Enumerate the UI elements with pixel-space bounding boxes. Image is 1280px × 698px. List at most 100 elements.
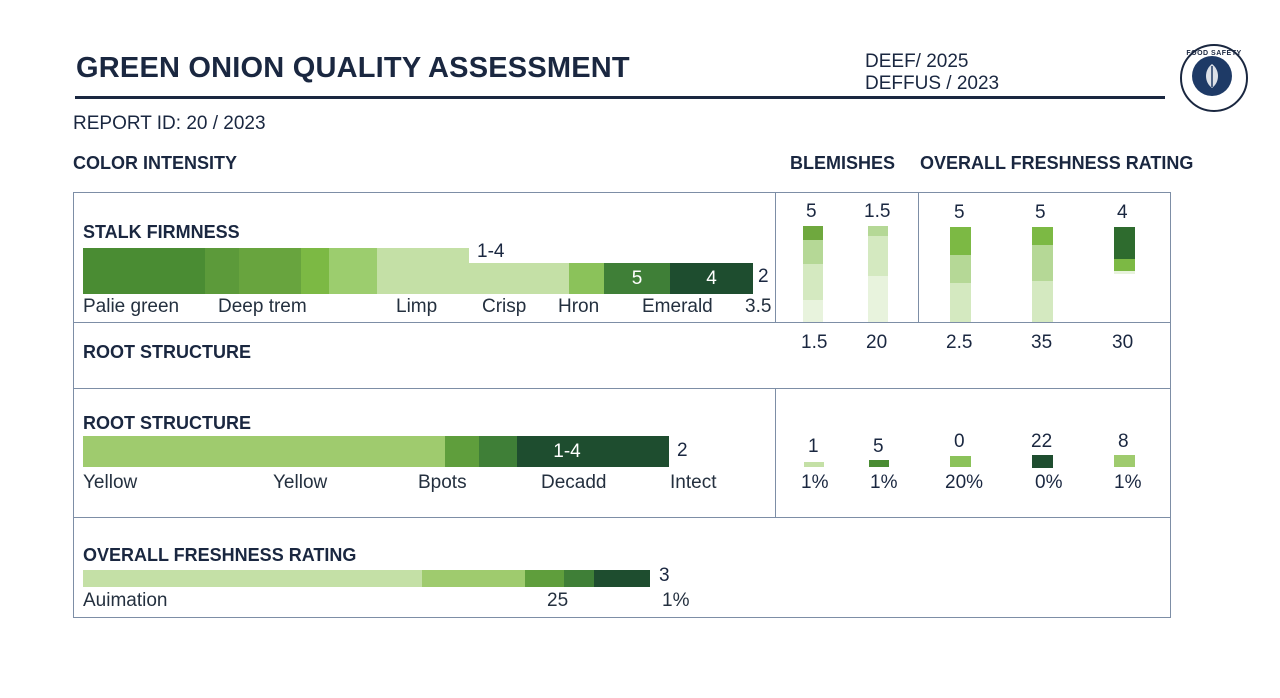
- root-caption-2: Yellow: [273, 472, 328, 493]
- root-caption-5: Intect: [670, 472, 717, 493]
- blemish-col-2-bottom: 20: [866, 332, 888, 353]
- root-caption-1: Yellow: [83, 472, 138, 493]
- overall-caption-1: Auimation: [83, 590, 168, 611]
- blemish-col-2-top: 1.5: [864, 201, 891, 222]
- blemish-col-1-seg-4: [803, 300, 823, 322]
- row-divider-3: [73, 517, 1171, 518]
- root-caption-4: Decadd: [541, 472, 607, 493]
- stalk-caption-6: Emerald: [642, 296, 713, 317]
- mini-2-bottom: 1%: [870, 472, 898, 493]
- assessment-table: [73, 192, 1171, 618]
- blemish-col-1-seg-3: [803, 264, 823, 300]
- overall-end-value: 3: [659, 565, 670, 586]
- root-segment-2: [445, 436, 479, 467]
- report-id: REPORT ID: 20 / 2023: [73, 113, 266, 134]
- mini-5-top: 8: [1118, 431, 1129, 452]
- stalk-caption-4: Crisp: [482, 296, 527, 317]
- fresh-col-3-seg-1: [1114, 227, 1135, 259]
- fresh-col-2-seg-2: [1032, 245, 1053, 281]
- row-divider-2: [73, 388, 1171, 389]
- fresh-col-2-bar: [1032, 227, 1053, 322]
- mini-1-bottom: 1%: [801, 472, 829, 493]
- stalk-segment-2: [205, 248, 239, 294]
- blemish-col-2-seg-2: [868, 236, 888, 276]
- stalk-firmness-bar: 5 4: [83, 248, 753, 294]
- stalk-segment-6: [377, 248, 469, 294]
- stalk-segment-10: 4: [670, 263, 753, 294]
- fresh-col-2-top: 5: [1035, 202, 1046, 223]
- root-structure-label-2: ROOT STRUCTURE: [83, 413, 251, 433]
- fresh-col-3-bottom: 30: [1112, 332, 1134, 353]
- stalk-caption-1: Palie green: [83, 296, 180, 317]
- blemish-col-1-seg-1: [803, 226, 823, 240]
- blemish-col-1-top: 5: [806, 201, 817, 222]
- root-caption-3: Bpots: [418, 472, 467, 493]
- root-segment-1: [83, 436, 445, 467]
- fresh-col-2-bottom: 35: [1031, 332, 1053, 353]
- stalk-firmness-label: STALK FIRMNESS: [83, 222, 240, 242]
- stalk-segment-7: [469, 263, 569, 294]
- header-blemishes: BLEMISHES: [790, 153, 896, 173]
- overall-segment-2: [422, 570, 525, 587]
- col-divider-1a: [775, 192, 776, 322]
- fresh-col-2-seg-3: [1032, 281, 1053, 322]
- fresh-col-1-seg-1: [950, 227, 971, 255]
- blemish-col-1-bottom: 1.5: [801, 332, 828, 353]
- fresh-col-1-top: 5: [954, 202, 965, 223]
- stalk-segment-9: 5: [604, 263, 670, 294]
- mini-3-top: 0: [954, 431, 965, 452]
- header-color-intensity: COLOR INTENSITY: [73, 153, 238, 173]
- meta-line-1: DEEF/ 2025: [865, 51, 969, 72]
- mini-3-bottom: 20%: [945, 472, 984, 493]
- overall-freshness-bar: [83, 570, 650, 587]
- overall-segment-5: [594, 570, 650, 587]
- stalk-end-value-2: 3.5: [745, 296, 772, 317]
- fresh-col-2-seg-1: [1032, 227, 1053, 245]
- fresh-col-3-top: 4: [1117, 202, 1128, 223]
- page-title: GREEN ONION QUALITY ASSESSMENT: [76, 52, 630, 84]
- fresh-col-1-seg-3: [950, 283, 971, 322]
- mini-4-top: 22: [1031, 431, 1053, 452]
- stalk-segment-8: [569, 263, 604, 294]
- stalk-caption-3: Limp: [396, 296, 438, 317]
- root-structure-label: ROOT STRUCTURE: [83, 342, 251, 362]
- mini-4-swatch: [1032, 455, 1053, 468]
- overall-freshness-label: OVERALL FRESHNESS RATING: [83, 545, 357, 565]
- fresh-col-3-seg-3: [1114, 271, 1135, 274]
- stalk-segment-4: [301, 248, 329, 294]
- blemish-col-2-bar: [868, 226, 888, 322]
- seal-emblem-icon: [1192, 56, 1232, 96]
- fresh-col-1-bar: [950, 227, 971, 322]
- root-range-label: 1-4: [553, 440, 581, 462]
- mini-5-bottom: 1%: [1114, 472, 1142, 493]
- stalk-range-label: 1-4: [477, 241, 505, 262]
- root-structure-bar: 1-4: [83, 436, 669, 467]
- seal-text: FOOD SAFETY: [1186, 50, 1242, 57]
- overall-segment-1: [83, 570, 422, 587]
- overall-segment-3: [525, 570, 564, 587]
- col-divider-2: [918, 192, 919, 322]
- header-overall-freshness: OVERALL FRESHNESS RATING: [920, 153, 1194, 173]
- meta-line-2: DEFFUS / 2023: [865, 73, 1000, 94]
- blemish-col-1-bar: [803, 226, 823, 322]
- overall-segment-4: [564, 570, 594, 587]
- mini-5-swatch: [1114, 455, 1135, 467]
- stalk-end-value: 2: [758, 266, 769, 287]
- leaf-icon: [1206, 64, 1218, 88]
- mini-3-swatch: [950, 456, 971, 467]
- mini-1-swatch: [804, 462, 824, 467]
- fresh-col-3-seg-2: [1114, 259, 1135, 271]
- header-rule: [75, 96, 1165, 99]
- root-segment-4: 1-4: [517, 436, 669, 467]
- stalk-caption-5: Hron: [558, 296, 600, 317]
- stalk-segment-3: [239, 248, 301, 294]
- fresh-col-3-bar: [1114, 227, 1135, 279]
- root-end-value: 2: [677, 440, 688, 461]
- row-divider-1: [73, 322, 1171, 323]
- root-segment-3: [479, 436, 517, 467]
- mini-1-top: 1: [808, 436, 819, 457]
- mini-4-bottom: 0%: [1035, 472, 1063, 493]
- mini-2-swatch: [869, 460, 889, 467]
- fresh-col-1-bottom: 2.5: [946, 332, 973, 353]
- mini-2-top: 5: [873, 436, 884, 457]
